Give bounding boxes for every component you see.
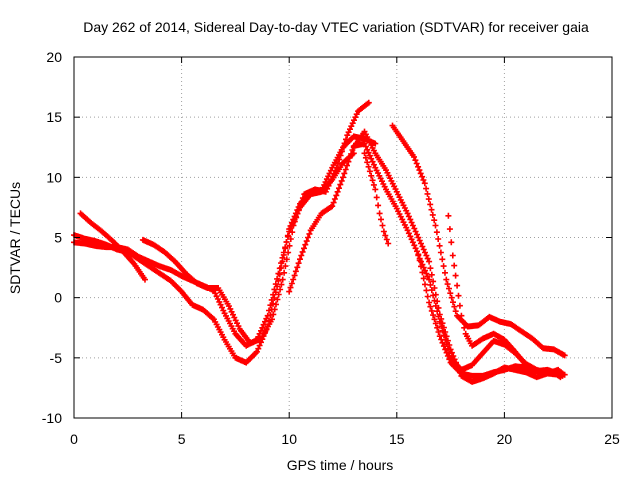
- y-tick-label: 0: [54, 290, 62, 306]
- x-tick-label: 10: [281, 431, 297, 447]
- x-tick-label: 0: [70, 431, 78, 447]
- y-tick-label: 20: [46, 49, 62, 65]
- series-track-7: [361, 150, 392, 247]
- x-tick-label: 20: [497, 431, 513, 447]
- chart-title: Day 262 of 2014, Sidereal Day-to-day VTE…: [83, 19, 589, 35]
- series-track-6: [350, 128, 566, 385]
- y-tick-label: 10: [46, 169, 62, 185]
- series-track-3: [77, 210, 148, 283]
- y-axis-label: SDTVAR / TECUs: [7, 182, 23, 294]
- y-tick-label: -10: [42, 410, 62, 426]
- y-tick-label: 5: [54, 230, 62, 246]
- x-tick-label: 25: [604, 431, 620, 447]
- x-tick-label: 15: [389, 431, 405, 447]
- y-tick-label: 15: [46, 109, 62, 125]
- x-tick-label: 5: [178, 431, 186, 447]
- series-track-8: [389, 122, 568, 359]
- x-axis-label: GPS time / hours: [287, 457, 394, 473]
- axis-ticks: 0 5 10 15 20 25 -10 -5 0 5 10 15 20: [42, 49, 620, 447]
- series-track-4: [139, 99, 372, 347]
- series-track-10: [415, 252, 564, 381]
- y-tick-label: -5: [50, 350, 63, 366]
